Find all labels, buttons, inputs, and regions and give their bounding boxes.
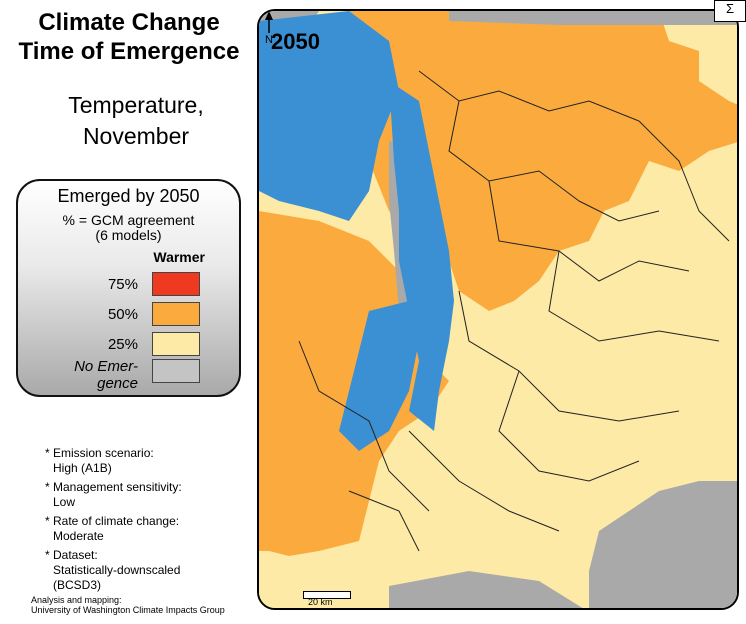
scale-label: 20 km xyxy=(308,597,333,607)
watershed-border-line xyxy=(548,250,720,342)
map-title: Climate Change Time of Emergence xyxy=(0,8,258,66)
orange-zone-peninsula xyxy=(269,251,339,341)
watershed-border-line xyxy=(578,200,660,222)
gray-zone-southeast xyxy=(589,481,737,608)
legend-sub-2: (6 models) xyxy=(95,227,162,243)
note-value: (BCSD3) xyxy=(53,578,102,592)
legend-label-25: 25% xyxy=(107,336,138,353)
note-dataset: * Dataset: Statistically-downscaled (BCS… xyxy=(45,548,182,593)
watershed-borders xyxy=(298,70,730,552)
legend-row-50: 50% xyxy=(18,302,243,328)
credit-text: Analysis and mapping: University of Wash… xyxy=(31,595,225,615)
watershed-border-line xyxy=(498,370,640,482)
north-label: N xyxy=(265,34,273,45)
note-value: High (A1B) xyxy=(53,461,112,475)
note-key: * Management sensitivity: xyxy=(45,480,182,494)
legend-sub-1: % = GCM agreement xyxy=(62,212,195,228)
subtitle-line-1: Temperature, xyxy=(68,92,204,118)
legend-label-no-emergence-2: gence xyxy=(97,375,138,392)
map-subtitle: Temperature, November xyxy=(0,90,272,152)
map-frame[interactable]: 2050 N 20 km xyxy=(257,9,739,610)
legend-swatch-no-emergence xyxy=(152,359,200,383)
note-sensitivity: * Management sensitivity: Low xyxy=(45,480,182,510)
scale-bar xyxy=(303,591,351,599)
map-year-label: 2050 xyxy=(271,29,320,54)
assumption-notes: * Emission scenario: High (A1B) * Manage… xyxy=(45,446,182,597)
north-arrow-icon: N xyxy=(265,11,273,45)
legend-label-no-emergence-1: No Emer- xyxy=(74,358,138,375)
watershed-border-line xyxy=(298,340,430,512)
legend-swatch-75 xyxy=(152,272,200,296)
water-inlets xyxy=(339,301,419,451)
note-value: Statistically-downscaled xyxy=(53,563,181,577)
legend-row-25: 25% xyxy=(18,332,243,358)
watershed-border-line xyxy=(638,120,730,242)
credit-line-2: University of Washington Climate Impacts… xyxy=(31,605,225,615)
watershed-border-line xyxy=(408,430,560,532)
watershed-border-line xyxy=(348,490,420,552)
water-strait xyxy=(259,11,399,221)
watershed-border-line xyxy=(488,180,690,282)
gray-zone-top xyxy=(449,11,737,25)
legend-swatch-50 xyxy=(152,302,200,326)
legend-row-no-emergence: No Emer- gence xyxy=(18,358,243,392)
note-value: Low xyxy=(53,495,76,509)
note-key: * Rate of climate change: xyxy=(45,514,180,528)
note-emission: * Emission scenario: High (A1B) xyxy=(45,446,182,476)
legend-swatch-25 xyxy=(152,332,200,356)
legend-box: Emerged by 2050 % = GCM agreement (6 mod… xyxy=(16,179,241,397)
legend-row-75: 75% xyxy=(18,272,243,298)
subtitle-line-2: November xyxy=(82,123,190,149)
gray-zone-south xyxy=(389,571,583,608)
legend-warmer-label: Warmer xyxy=(153,249,205,265)
map-canvas xyxy=(259,11,737,608)
note-rate: * Rate of climate change: Moderate xyxy=(45,514,182,544)
note-key: * Dataset: xyxy=(45,548,98,562)
note-key: * Emission scenario: xyxy=(45,446,154,460)
title-line-1: Climate Change xyxy=(38,9,220,36)
legend-label-no-emergence: No Emer- gence xyxy=(74,358,138,392)
title-line-2: Time of Emergence xyxy=(18,38,240,65)
legend-label-50: 50% xyxy=(107,306,138,323)
water-sound xyxy=(389,81,454,431)
watershed-border-line xyxy=(458,290,680,422)
legend-subheading: % = GCM agreement (6 models) xyxy=(18,213,239,243)
note-value: Moderate xyxy=(53,529,104,543)
credit-line-1: Analysis and mapping: xyxy=(31,595,122,605)
corner-box: Σ xyxy=(714,0,746,22)
watershed-border-line xyxy=(418,70,640,122)
legend-label-75: 75% xyxy=(107,276,138,293)
legend-heading: Emerged by 2050 xyxy=(57,186,200,206)
